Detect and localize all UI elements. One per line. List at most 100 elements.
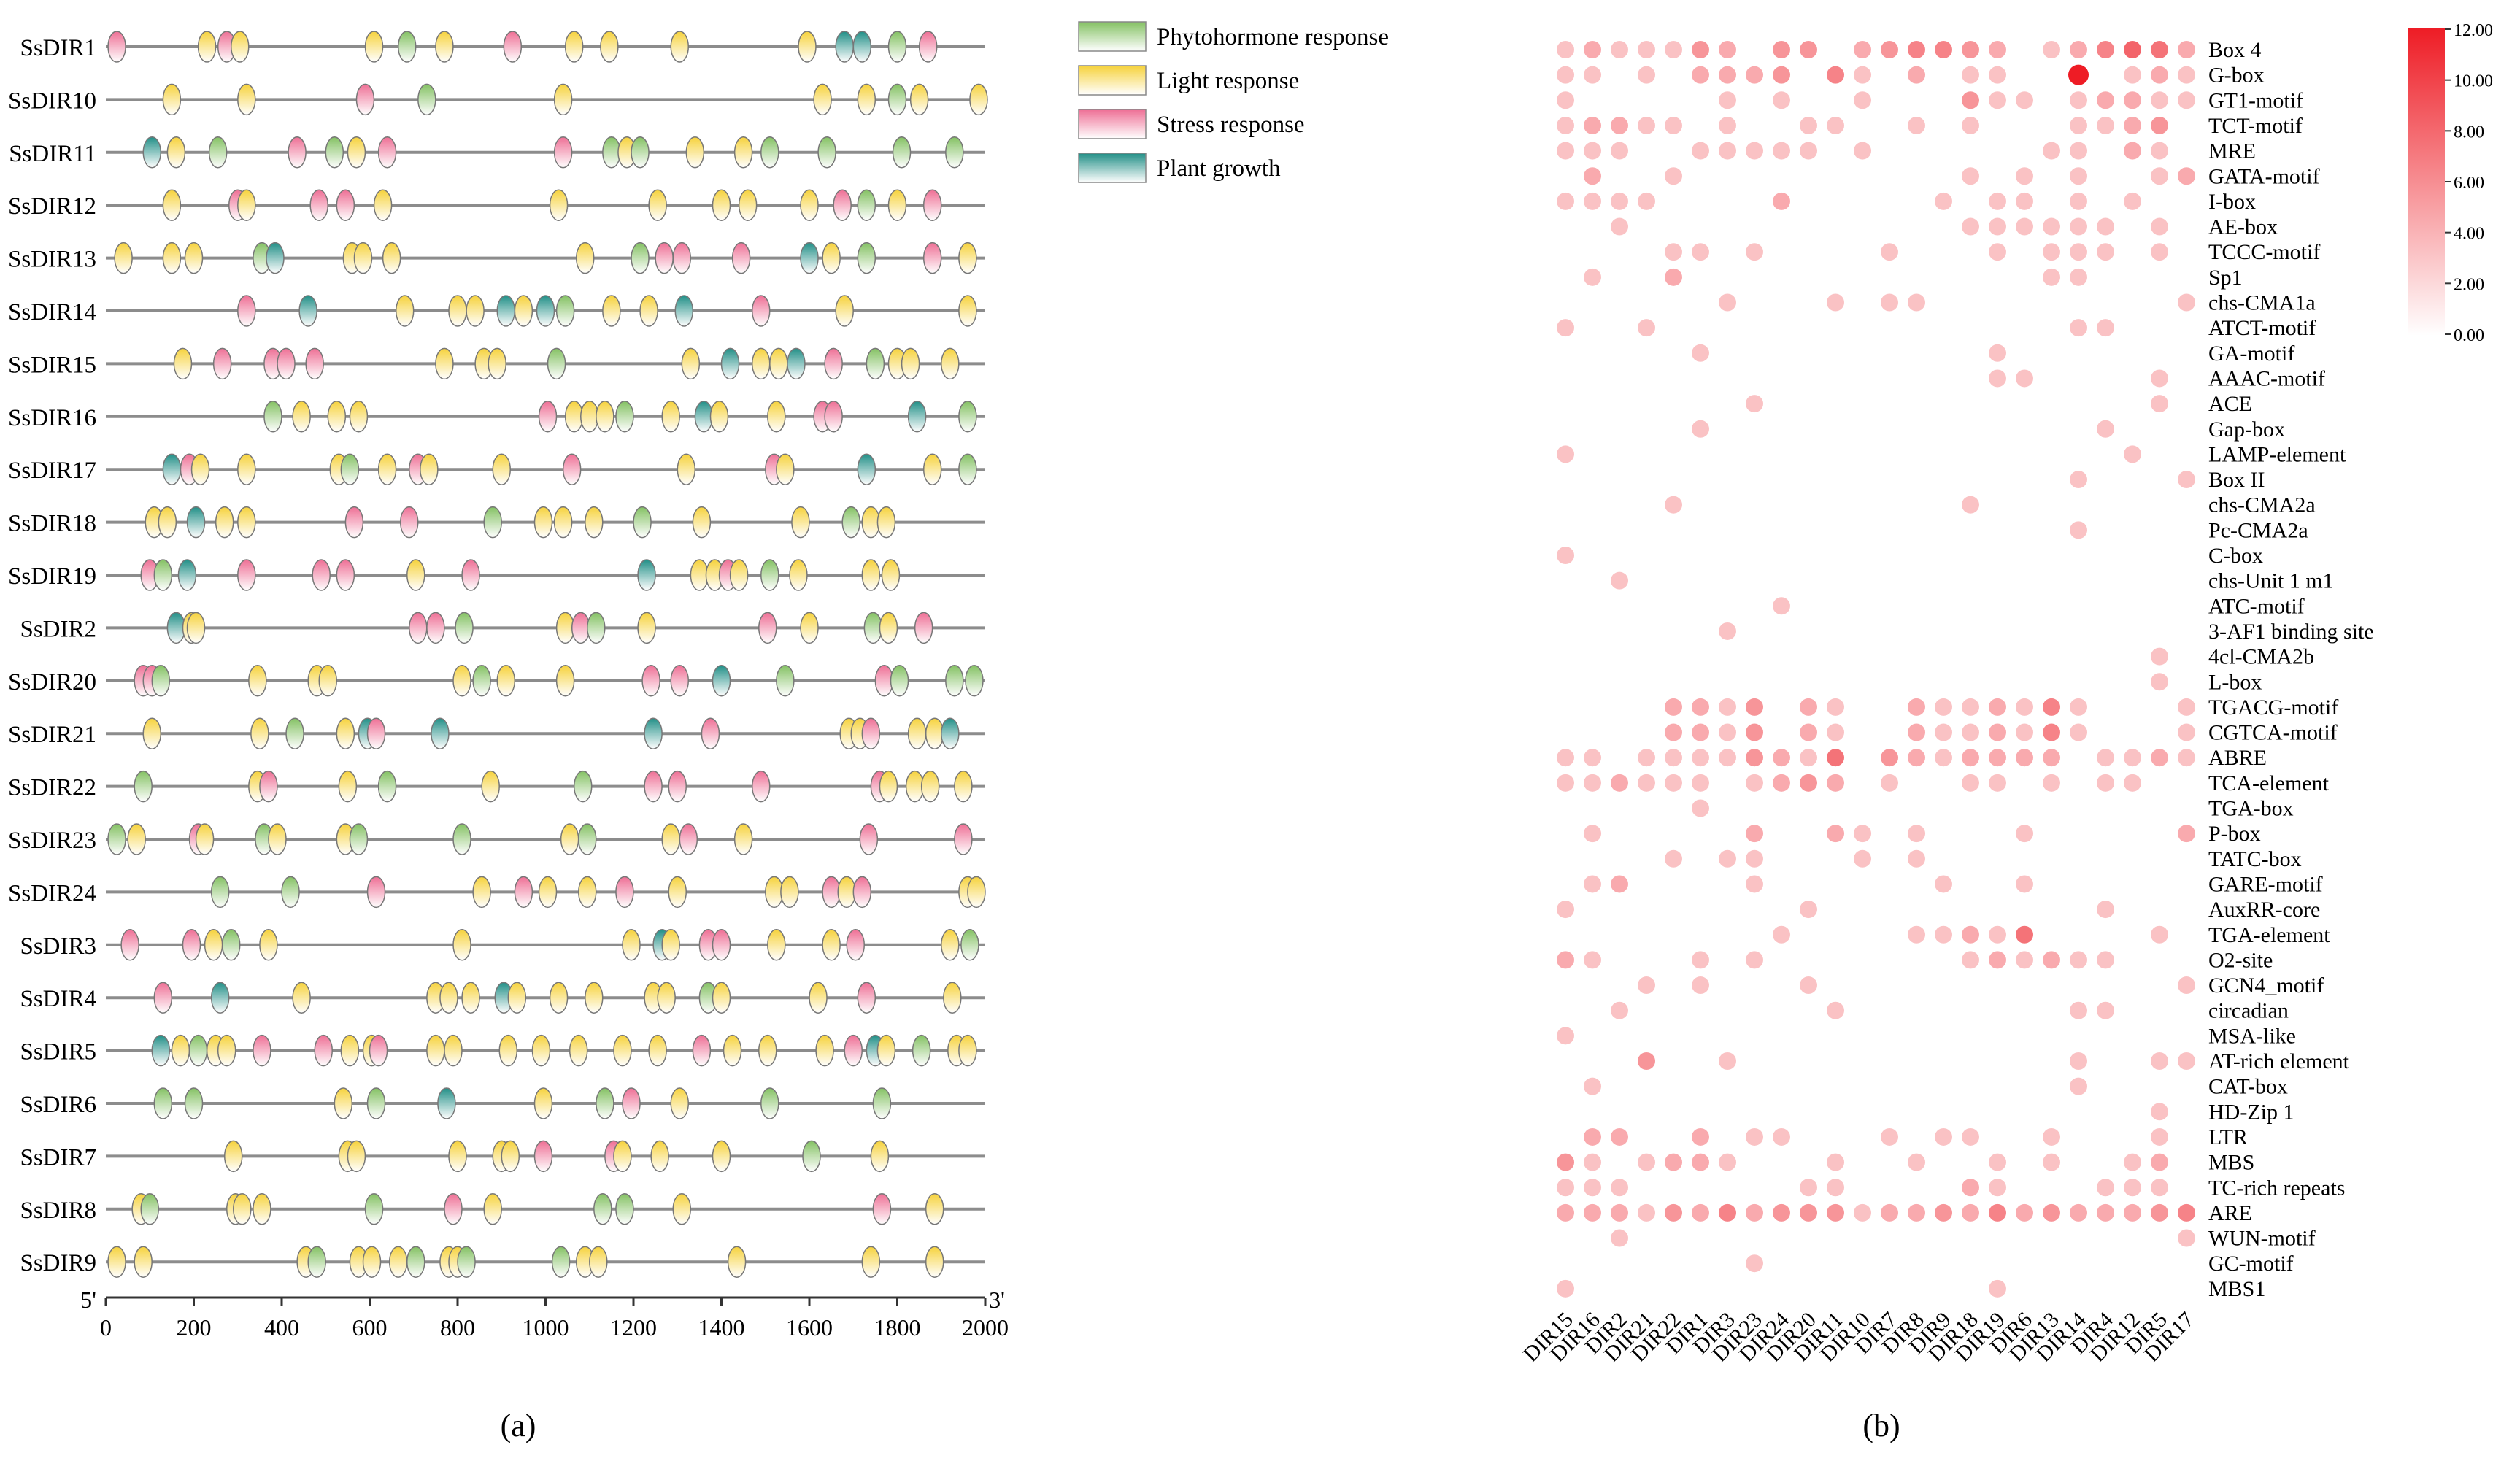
three-prime-label: 3' xyxy=(989,1287,1005,1313)
element-marker xyxy=(901,347,920,380)
element-marker xyxy=(461,982,480,1014)
element-marker xyxy=(922,189,942,221)
heatmap-cell xyxy=(1773,192,1790,210)
heatmap-cell xyxy=(1800,116,1817,134)
heatmap-cell xyxy=(2124,192,2141,210)
row-label: WUN-motif xyxy=(2208,1227,2316,1251)
heatmap-cell xyxy=(1692,420,1709,438)
element-marker xyxy=(186,612,206,644)
heatmap-cell xyxy=(1827,774,1844,792)
element-marker xyxy=(237,189,256,221)
row-label: TCA-element xyxy=(2208,771,2330,795)
heatmap-cell xyxy=(1773,774,1790,792)
heatmap-cell xyxy=(2151,217,2168,236)
heatmap-cell xyxy=(2070,243,2087,261)
element-marker xyxy=(406,559,425,591)
heatmap-cell xyxy=(2178,976,2195,995)
heatmap-cell xyxy=(1719,1052,1736,1070)
row-label: MBS1 xyxy=(2208,1277,2265,1301)
heatmap-cell xyxy=(2178,91,2195,109)
heatmap-row-labels: Box 4G-boxGT1-motifTCT-motifMREGATA-moti… xyxy=(2208,38,2374,1301)
heatmap-cell xyxy=(1854,41,1871,58)
heatmap-cell xyxy=(1908,849,1925,868)
element-marker xyxy=(171,1034,190,1067)
heatmap-cell xyxy=(2151,647,2168,666)
element-marker xyxy=(661,929,680,961)
colorbar-tick-label: 0.00 xyxy=(2454,326,2484,345)
element-marker xyxy=(622,929,641,961)
element-marker xyxy=(857,982,876,1014)
element-marker xyxy=(881,559,901,591)
element-marker xyxy=(958,242,977,274)
legend-label: Plant growth xyxy=(1157,155,1281,182)
heatmap-cell xyxy=(2097,243,2114,261)
element-marker xyxy=(188,1034,208,1067)
element-marker xyxy=(887,189,907,221)
heatmap-cell xyxy=(1719,66,1736,84)
heatmap-cell xyxy=(1746,1203,1763,1222)
heatmap-cell xyxy=(1908,41,1925,58)
element-marker xyxy=(288,136,307,169)
heatmap-cell xyxy=(1584,825,1601,843)
element-marker xyxy=(377,453,397,485)
heatmap-cell xyxy=(1854,1203,1871,1222)
heatmap-cell xyxy=(2043,243,2060,261)
element-marker xyxy=(237,506,256,539)
element-marker xyxy=(577,823,597,855)
heatmap-cell xyxy=(2151,116,2168,134)
heatmap-cell xyxy=(2097,1203,2114,1222)
heatmap-cell xyxy=(1584,116,1601,134)
heatmap-cell xyxy=(2043,1153,2060,1171)
heatmap-cell xyxy=(1827,1001,1844,1019)
heatmap-cell xyxy=(2178,293,2195,312)
element-marker xyxy=(861,559,881,591)
gene-row: SsDIR7 xyxy=(20,1140,985,1173)
heatmap-cell xyxy=(2070,217,2087,236)
heatmap-cell xyxy=(2151,66,2168,84)
gene-tracks: SsDIR1 SsDIR10 SsDIR11 SsDIR12 SsDIR13 SsDIR1… xyxy=(8,31,988,1278)
heatmap-cell xyxy=(1935,1127,1952,1146)
row-label: Box II xyxy=(2208,468,2265,492)
axis-tick-label: 1200 xyxy=(610,1314,657,1341)
element-marker xyxy=(692,506,712,539)
element-marker xyxy=(789,559,808,591)
heatmap-cell xyxy=(1692,774,1709,792)
element-marker xyxy=(373,189,393,221)
heatmap-cell xyxy=(2016,749,2033,767)
element-marker xyxy=(637,559,656,591)
heatmap-cell xyxy=(1989,698,2006,716)
row-label: TGACG-motif xyxy=(2208,695,2338,720)
element-marker xyxy=(709,401,729,433)
axis-tick-label: 400 xyxy=(264,1314,299,1341)
element-marker xyxy=(861,1246,881,1278)
element-marker xyxy=(281,876,300,909)
gene-label: SsDIR14 xyxy=(8,299,96,325)
element-marker xyxy=(857,242,876,274)
element-marker xyxy=(514,876,533,909)
heatmap-cell xyxy=(1962,91,1979,109)
heatmap-cell xyxy=(1800,1179,1817,1197)
element-marker xyxy=(712,982,731,1014)
heatmap-cell xyxy=(1827,293,1844,312)
heatmap-cell xyxy=(2151,925,2168,944)
heatmap-cell xyxy=(1584,951,1601,969)
heatmap-cell xyxy=(2043,698,2060,716)
element-marker xyxy=(531,1034,551,1067)
gene-row: SsDIR20 xyxy=(8,665,985,697)
element-marker xyxy=(945,665,964,697)
gene-label: SsDIR8 xyxy=(20,1198,96,1224)
heatmap-cell xyxy=(1773,66,1790,84)
element-marker xyxy=(668,876,687,909)
element-marker xyxy=(600,31,619,63)
element-marker xyxy=(347,1140,366,1173)
heatmap-cell xyxy=(1962,951,1979,969)
heatmap-cell xyxy=(2016,217,2033,236)
heatmap-cell xyxy=(2151,1127,2168,1146)
heatmap-cell xyxy=(1962,1203,1979,1222)
element-marker xyxy=(551,1246,571,1278)
element-marker xyxy=(377,770,397,803)
element-marker xyxy=(223,1140,243,1173)
element-marker xyxy=(943,982,962,1014)
element-marker xyxy=(954,770,973,803)
element-marker xyxy=(369,1034,388,1067)
